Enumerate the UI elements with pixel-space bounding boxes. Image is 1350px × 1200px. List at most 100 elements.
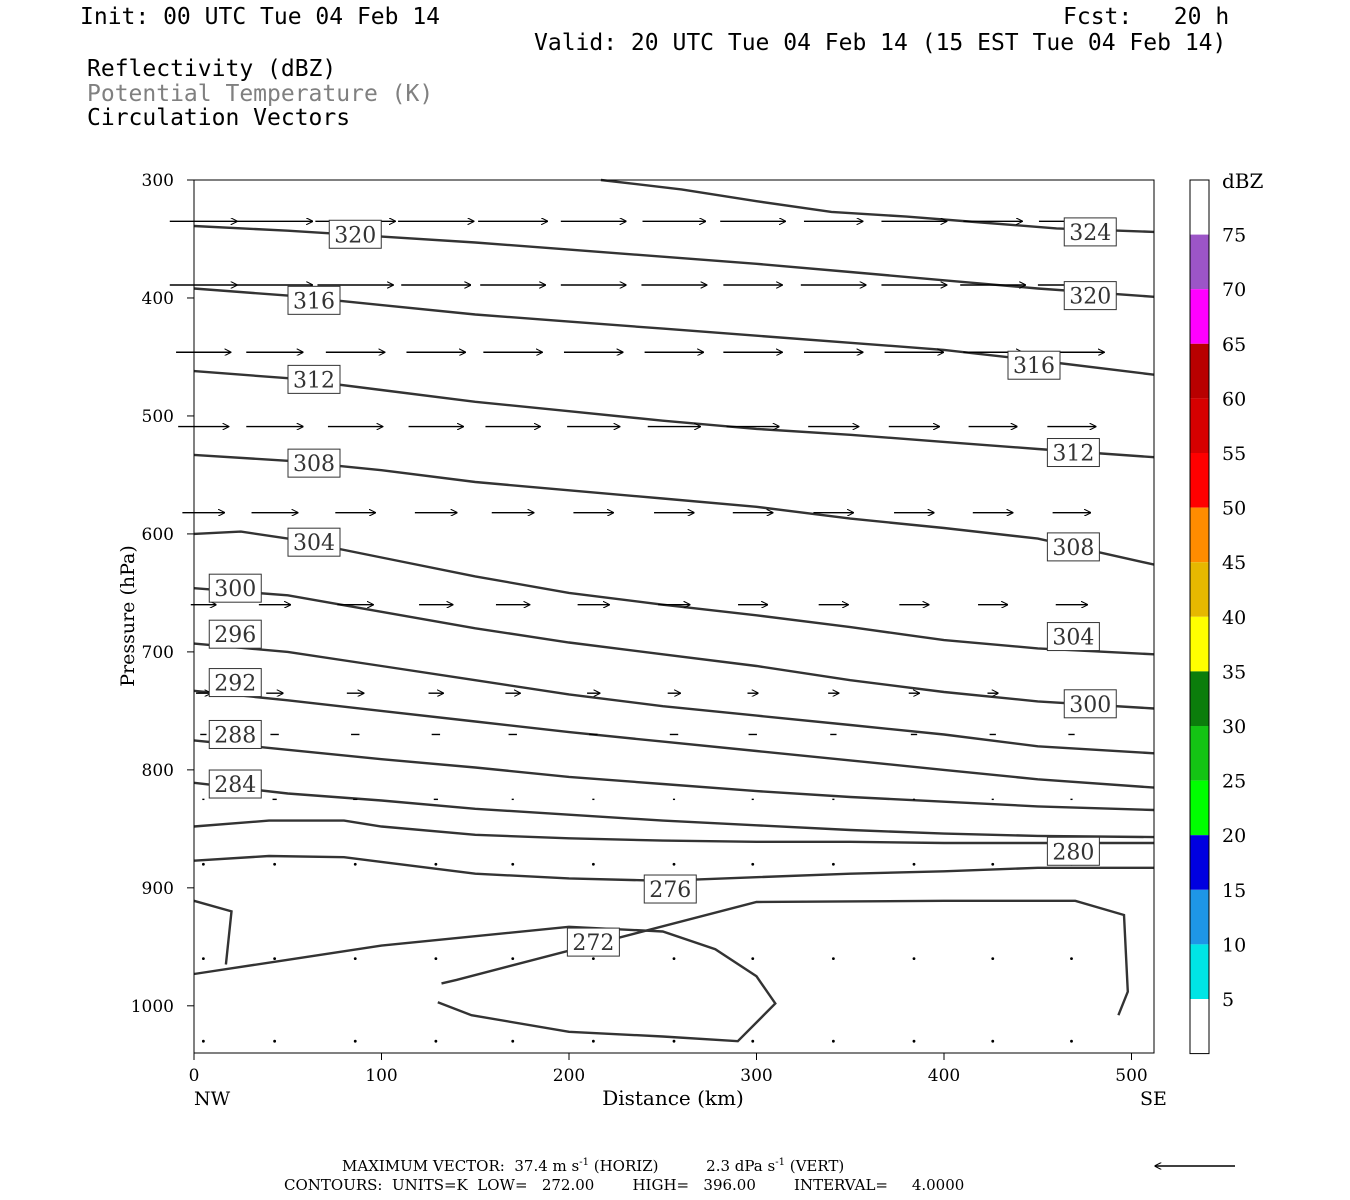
colorbar-label: 15: [1222, 880, 1246, 902]
contour-line-312: [193, 369, 1155, 459]
contour-label-text: 308: [1052, 536, 1094, 561]
contour-label-text: 300: [214, 577, 256, 602]
contour-label: 324: [1063, 217, 1117, 247]
colorbar-label: 45: [1222, 552, 1246, 574]
vector-dot: [751, 1039, 755, 1043]
contour-label: 300: [208, 573, 262, 603]
vector-dot: [591, 957, 595, 961]
contour-label: 304: [1046, 622, 1100, 652]
contour-line-272: [193, 899, 233, 965]
x-tick-label: 100: [365, 1066, 397, 1086]
contour-label-box: [1046, 622, 1100, 652]
vector-dot: [751, 862, 755, 866]
vector-dot: [991, 862, 995, 866]
contour-label: 308: [1046, 532, 1100, 562]
contour-label-text: 320: [334, 223, 376, 248]
vector-dot: [273, 1039, 277, 1043]
vector-dot: [1070, 957, 1073, 961]
x-tick-label: 400: [928, 1066, 960, 1086]
contour-label: 308: [287, 448, 341, 478]
max-vector-line: MAXIMUM VECTOR: 37.4 m s-1 (HORIZ) 2.3 d…: [342, 1157, 844, 1175]
contour-info-line: CONTOURS: UNITS=K LOW= 272.00 HIGH= 396.…: [284, 1176, 965, 1194]
contour-label-box: [208, 719, 262, 749]
vector-dot: [511, 1039, 515, 1043]
y-tick-label: 300: [142, 171, 174, 191]
colorbar-swatch: [1190, 616, 1209, 672]
colorbar-label: 10: [1222, 934, 1246, 956]
colorbar-swatch: [1190, 234, 1209, 290]
contour-label: 276: [643, 874, 697, 904]
vector-dot: [591, 1039, 595, 1043]
colorbar-swatch: [1190, 507, 1209, 563]
colorbar-swatch: [1190, 835, 1209, 890]
contour-label-box: [1063, 689, 1117, 719]
vector-dot: [831, 1039, 835, 1043]
contour-label-box: [208, 573, 262, 603]
contour-line-300: [193, 587, 1155, 710]
vector-dot: [201, 1039, 205, 1043]
contour-label: 312: [1046, 438, 1100, 468]
contour-label: 320: [328, 219, 382, 249]
contour-label: 284: [208, 769, 262, 799]
contour-label-text: 284: [214, 773, 256, 798]
contour-label-text: 304: [293, 531, 335, 556]
vector-dot: [672, 862, 676, 866]
vector-dot: [991, 1039, 995, 1043]
vector-dot: [273, 957, 277, 961]
vert-label: (VERT): [784, 1157, 845, 1175]
vector-dot: [201, 862, 205, 866]
contour-line-324: [600, 178, 1155, 234]
vector-dot: [511, 862, 515, 866]
contour-label: 292: [208, 668, 262, 698]
contour-line-276: [193, 854, 1154, 883]
vector-dot: [672, 1039, 676, 1043]
y-tick-label: 600: [142, 525, 174, 545]
contour-line-280: [193, 819, 1154, 845]
x-tick-label: 200: [553, 1066, 585, 1086]
contour-label-text: 312: [293, 368, 335, 393]
field-circulation-vectors: Circulation Vectors: [87, 105, 351, 131]
colorbar-swatch: [1190, 562, 1209, 617]
valid-time: Valid: 20 UTC Tue 04 Feb 14 (15 EST Tue …: [534, 30, 1227, 56]
contour-line-292: [193, 689, 1155, 789]
contour-label: 320: [1063, 281, 1117, 311]
vector-dot: [273, 862, 277, 866]
contour-label-box: [1007, 350, 1061, 380]
contour-label-box: [287, 285, 341, 315]
colorbar-swatch: [1190, 726, 1209, 781]
vector-dot: [912, 862, 916, 866]
colorbar-label: 40: [1222, 607, 1246, 629]
vector-dot: [991, 957, 995, 961]
contour-label-text: 272: [572, 931, 614, 956]
x-tick-label: 300: [740, 1066, 772, 1086]
contour-label: 316: [287, 285, 341, 315]
contour-label-box: [208, 769, 262, 799]
vector-dot: [201, 957, 205, 961]
x-axis-label: Distance (km): [602, 1086, 744, 1110]
colorbar-swatch: [1190, 180, 1209, 235]
contour-label-text: 300: [1069, 693, 1111, 718]
contour-label-box: [287, 527, 341, 557]
colorbar-swatch: [1190, 889, 1209, 945]
contour-label-box: [1063, 281, 1117, 311]
colorbar-swatch: [1190, 289, 1209, 344]
contour-label-box: [1046, 438, 1100, 468]
contour-label-text: 316: [293, 289, 335, 314]
colorbar-swatch: [1190, 343, 1209, 399]
contour-label-text: 312: [1052, 442, 1094, 467]
contour-label: 288: [208, 719, 262, 749]
vector-dot: [672, 957, 676, 961]
contour-label: 312: [287, 364, 341, 394]
field-potential-temperature: Potential Temperature (K): [87, 81, 434, 107]
vector-dot: [912, 957, 916, 961]
contour-line-308: [193, 453, 1155, 566]
contour-label-text: 316: [1013, 354, 1055, 379]
y-tick-label: 700: [142, 643, 174, 663]
contour-label-box: [1063, 217, 1117, 247]
vector-dot: [434, 862, 438, 866]
max-vector-vert: (HORIZ) 2.3 dPa s: [588, 1157, 776, 1175]
colorbar-frame: [1189, 179, 1210, 1055]
x-end-label-se: SE: [1140, 1088, 1167, 1110]
colorbar-title: dBZ: [1222, 169, 1264, 193]
